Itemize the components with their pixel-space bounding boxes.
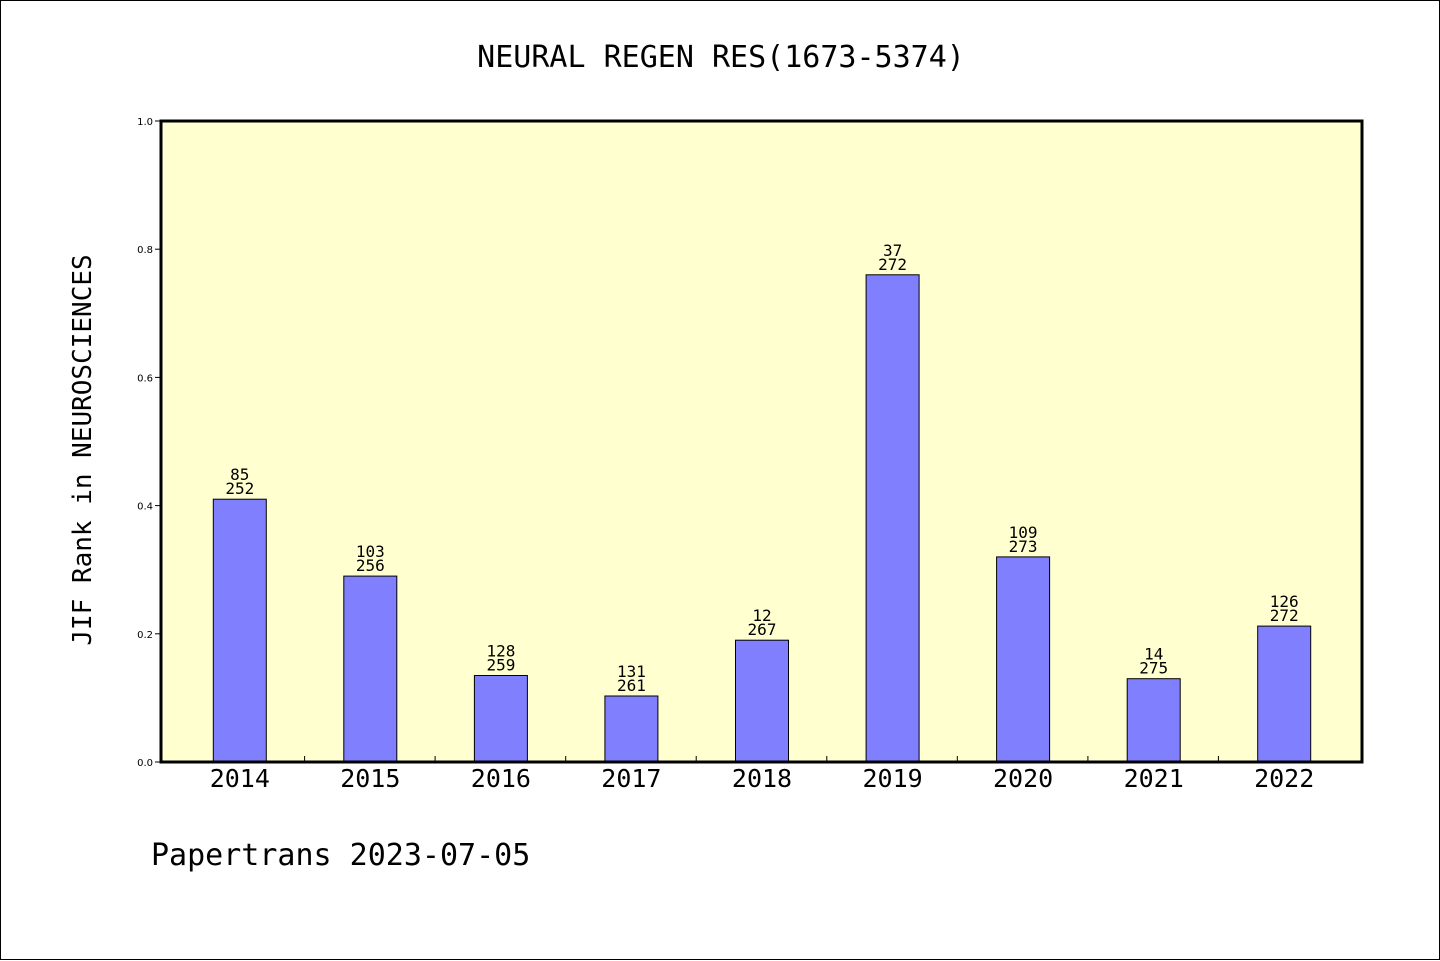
y-tick-label: 0.0 [137,758,153,769]
bar-label-rank-2019: 37 [883,241,902,260]
bar-2021 [1126,678,1181,763]
bar-label-rank-2020: 109 [1009,523,1038,542]
y-ticks-group: 0.0 0.2 0.4 0.6 0.8 1.0 [137,117,161,769]
chart-title: NEURAL REGEN RES(1673-5374) [477,40,965,75]
y-axis-label: JIF Rank in NEUROSCIENCES [68,254,98,645]
y-tick-label: 1.0 [137,117,153,128]
bar-label-rank-2022: 126 [1270,592,1299,611]
x-tick-label-2020: 2020 [993,764,1053,793]
bar-2022 [1257,625,1312,763]
x-tick-label-2014: 2014 [210,764,270,793]
x-tick-label-2017: 2017 [601,764,661,793]
x-tick-label-2022: 2022 [1254,764,1314,793]
x-tick-label-2018: 2018 [732,764,792,793]
bar-label-total-2015: 256 [356,556,385,575]
y-tick-label: 0.6 [137,373,153,384]
x-tick-label-2021: 2021 [1124,764,1184,793]
bar-label-total-2022: 272 [1270,606,1299,625]
bar-2017 [604,695,659,763]
bar-label-total-2020: 273 [1009,537,1038,556]
bar-2018 [735,639,789,763]
y-tick-label: 0.4 [137,502,153,513]
bar-label-total-2017: 261 [617,676,646,695]
bar-2020 [996,556,1051,763]
bar-label-rank-2014: 85 [230,465,249,484]
x-tick-label-2015: 2015 [340,764,400,793]
x-tick-label-2019: 2019 [862,764,922,793]
plot-border [159,119,1364,764]
bar-2015 [343,575,398,763]
bar-label-total-2019: 272 [878,255,907,274]
bar-label-total-2018: 267 [748,620,777,639]
bar-2014 [212,498,267,763]
x-tick-label-2016: 2016 [471,764,531,793]
bar-label-total-2021: 275 [1139,659,1168,678]
bar-label-rank-2015: 103 [356,542,385,561]
bar-label-rank-2018: 12 [752,606,771,625]
y-tick-label: 0.2 [137,630,153,641]
bar-label-rank-2021: 14 [1144,645,1163,664]
bar-label-rank-2017: 131 [617,662,646,681]
footer-text: Papertrans 2023-07-05 [151,838,530,873]
bar-label-rank-2016: 128 [486,642,515,661]
x-ticks-group: 2014 2015 2016 2017 2018 2019 2020 2021 2022 [210,756,1314,793]
bar-label-total-2014: 252 [225,479,254,498]
y-tick-label: 0.8 [137,245,153,256]
bar-2019 [865,274,920,763]
bar-2016 [473,675,528,763]
bar-label-total-2016: 259 [486,656,515,675]
